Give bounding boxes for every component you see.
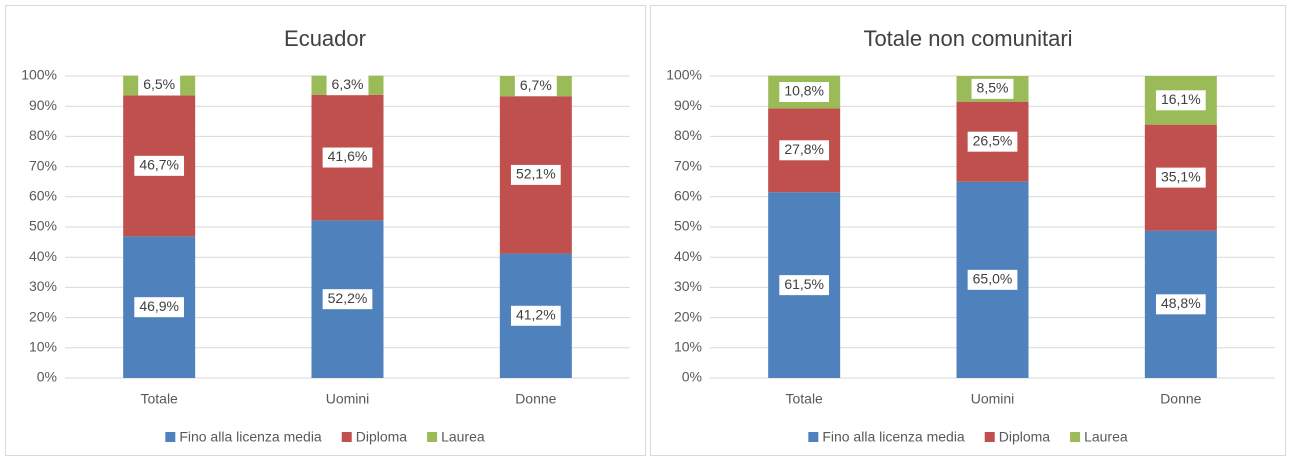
data-label: 52,2% [328, 290, 368, 306]
y-tick-label: 50% [29, 218, 57, 234]
data-label: 10,8% [784, 83, 824, 99]
legend-label: Laurea [441, 429, 485, 445]
label-box [1155, 167, 1206, 188]
y-tick-label: 90% [674, 97, 702, 113]
data-label: 61,5% [784, 276, 824, 292]
label-box [967, 131, 1018, 152]
x-tick-label: Uomini [326, 391, 370, 407]
y-tick-label: 10% [29, 339, 57, 355]
y-tick-label: 20% [674, 308, 702, 324]
y-tick-label: 0% [682, 369, 702, 385]
y-tick-label: 70% [674, 157, 702, 173]
y-tick-label: 70% [29, 157, 57, 173]
y-tick-label: 60% [674, 188, 702, 204]
data-label: 6,3% [332, 76, 364, 92]
label-box [322, 289, 373, 310]
y-tick-label: 0% [37, 369, 57, 385]
data-label: 16,1% [1161, 91, 1201, 107]
data-label: 8,5% [977, 80, 1009, 96]
label-box [967, 269, 1018, 290]
legend-swatch [808, 432, 819, 442]
label-box [326, 75, 369, 96]
x-tick-label: Uomini [971, 391, 1015, 407]
label-box [779, 275, 830, 296]
label-box [514, 76, 557, 97]
data-label: 41,6% [328, 148, 368, 164]
legend-swatch [341, 432, 352, 442]
chart-title: Totale non comunitari [863, 26, 1072, 51]
data-label: 41,2% [516, 306, 556, 322]
data-label: 46,7% [139, 157, 179, 173]
legend-label: Diploma [356, 429, 408, 445]
label-box [134, 297, 185, 318]
label-box [510, 305, 561, 326]
data-label: 6,7% [520, 77, 552, 93]
label-box [1155, 90, 1206, 111]
y-tick-label: 90% [29, 97, 57, 113]
y-tick-label: 80% [29, 127, 57, 143]
data-label: 35,1% [1161, 168, 1201, 184]
legend-swatch [1070, 432, 1081, 442]
legend-label: Diploma [999, 429, 1051, 445]
y-tick-label: 100% [666, 67, 702, 83]
y-tick-label: 50% [674, 218, 702, 234]
y-tick-label: 30% [29, 278, 57, 294]
y-tick-label: 30% [674, 278, 702, 294]
legend-swatch [165, 432, 176, 442]
chart-title: Ecuador [284, 26, 366, 51]
label-box [134, 155, 185, 176]
data-label: 65,0% [973, 271, 1013, 287]
x-tick-label: Totale [140, 391, 178, 407]
data-label: 27,8% [784, 141, 824, 157]
y-tick-label: 20% [29, 308, 57, 324]
legend-label: Laurea [1084, 429, 1128, 445]
data-label: 48,8% [1161, 295, 1201, 311]
label-box [510, 164, 561, 185]
x-tick-label: Donne [1160, 391, 1201, 407]
data-label: 26,5% [973, 132, 1013, 148]
label-box [1155, 294, 1206, 315]
legend-swatch [984, 432, 995, 442]
data-label: 46,9% [139, 298, 179, 314]
x-tick-label: Totale [785, 391, 823, 407]
data-label: 6,5% [143, 76, 175, 92]
label-box [971, 78, 1014, 99]
y-tick-label: 60% [29, 188, 57, 204]
y-tick-label: 80% [674, 127, 702, 143]
legend-swatch [427, 432, 438, 442]
label-box [779, 82, 830, 103]
data-label: 52,1% [516, 166, 556, 182]
y-tick-label: 100% [21, 67, 57, 83]
x-tick-label: Donne [515, 391, 556, 407]
label-box [322, 147, 373, 168]
label-box [138, 75, 181, 96]
y-tick-label: 40% [674, 248, 702, 264]
y-tick-label: 40% [29, 248, 57, 264]
legend-label: Fino alla licenza media [822, 429, 965, 445]
y-tick-label: 10% [674, 339, 702, 355]
label-box [779, 140, 830, 161]
legend-label: Fino alla licenza media [179, 429, 322, 445]
